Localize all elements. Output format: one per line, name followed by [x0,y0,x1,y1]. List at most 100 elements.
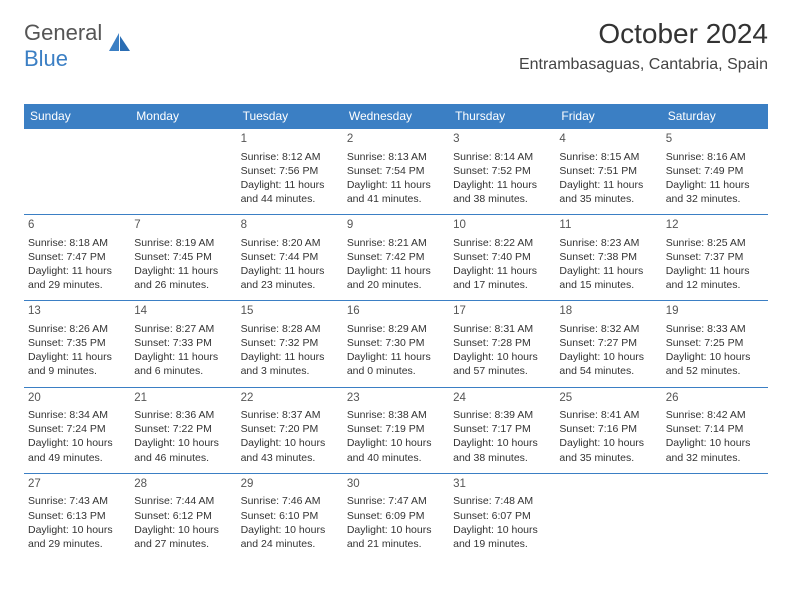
month-title: October 2024 [519,18,768,50]
calendar-day-empty [130,129,236,215]
calendar-day: 7Sunrise: 8:19 AMSunset: 7:45 PMDaylight… [130,215,236,301]
sunrise-line: Sunrise: 8:34 AM [28,408,126,422]
sunset-line: Sunset: 7:30 PM [347,336,445,350]
daylight-line: Daylight: 11 hours and 41 minutes. [347,178,445,206]
sunrise-line: Sunrise: 8:28 AM [241,322,339,336]
sunset-line: Sunset: 7:33 PM [134,336,232,350]
calendar-day: 26Sunrise: 8:42 AMSunset: 7:14 PMDayligh… [662,387,768,473]
calendar-day: 22Sunrise: 8:37 AMSunset: 7:20 PMDayligh… [237,387,343,473]
calendar-week: 1Sunrise: 8:12 AMSunset: 7:56 PMDaylight… [24,129,768,215]
sunset-line: Sunset: 6:12 PM [134,509,232,523]
sunset-line: Sunset: 7:40 PM [453,250,551,264]
day-number: 11 [559,218,657,234]
daylight-line: Daylight: 10 hours and 27 minutes. [134,523,232,551]
daylight-line: Daylight: 11 hours and 23 minutes. [241,264,339,292]
sunset-line: Sunset: 7:52 PM [453,164,551,178]
day-number: 1 [241,132,339,148]
calendar-day: 15Sunrise: 8:28 AMSunset: 7:32 PMDayligh… [237,301,343,387]
sunrise-line: Sunrise: 8:42 AM [666,408,764,422]
calendar-day: 19Sunrise: 8:33 AMSunset: 7:25 PMDayligh… [662,301,768,387]
sunset-line: Sunset: 7:37 PM [666,250,764,264]
day-number: 25 [559,391,657,407]
day-number: 16 [347,304,445,320]
sunrise-line: Sunrise: 8:27 AM [134,322,232,336]
calendar-week: 27Sunrise: 7:43 AMSunset: 6:13 PMDayligh… [24,473,768,559]
sunrise-line: Sunrise: 8:41 AM [559,408,657,422]
daylight-line: Daylight: 10 hours and 46 minutes. [134,436,232,464]
day-number: 28 [134,477,232,493]
logo-text-gray: General [24,20,102,45]
sunset-line: Sunset: 6:07 PM [453,509,551,523]
daylight-line: Daylight: 10 hours and 19 minutes. [453,523,551,551]
day-header: Tuesday [237,104,343,129]
calendar-day: 3Sunrise: 8:14 AMSunset: 7:52 PMDaylight… [449,129,555,215]
day-number: 22 [241,391,339,407]
day-header: Sunday [24,104,130,129]
day-header: Monday [130,104,236,129]
calendar-day: 23Sunrise: 8:38 AMSunset: 7:19 PMDayligh… [343,387,449,473]
daylight-line: Daylight: 11 hours and 44 minutes. [241,178,339,206]
day-number: 24 [453,391,551,407]
sunset-line: Sunset: 7:47 PM [28,250,126,264]
sail-icon [105,29,133,63]
day-number: 20 [28,391,126,407]
sunrise-line: Sunrise: 8:29 AM [347,322,445,336]
daylight-line: Daylight: 11 hours and 17 minutes. [453,264,551,292]
logo-text-blue: Blue [24,46,68,71]
day-number: 26 [666,391,764,407]
sunrise-line: Sunrise: 8:25 AM [666,236,764,250]
calendar-day: 31Sunrise: 7:48 AMSunset: 6:07 PMDayligh… [449,473,555,559]
sunset-line: Sunset: 7:20 PM [241,422,339,436]
daylight-line: Daylight: 10 hours and 49 minutes. [28,436,126,464]
sunset-line: Sunset: 7:28 PM [453,336,551,350]
calendar-day: 28Sunrise: 7:44 AMSunset: 6:12 PMDayligh… [130,473,236,559]
sunset-line: Sunset: 7:16 PM [559,422,657,436]
day-number: 21 [134,391,232,407]
day-number: 30 [347,477,445,493]
calendar-day: 18Sunrise: 8:32 AMSunset: 7:27 PMDayligh… [555,301,661,387]
day-number: 19 [666,304,764,320]
calendar-day: 12Sunrise: 8:25 AMSunset: 7:37 PMDayligh… [662,215,768,301]
sunset-line: Sunset: 7:56 PM [241,164,339,178]
day-number: 15 [241,304,339,320]
day-number: 17 [453,304,551,320]
daylight-line: Daylight: 10 hours and 52 minutes. [666,350,764,378]
sunrise-line: Sunrise: 7:48 AM [453,494,551,508]
sunrise-line: Sunrise: 8:12 AM [241,150,339,164]
day-number: 10 [453,218,551,234]
day-number: 3 [453,132,551,148]
calendar-table: SundayMondayTuesdayWednesdayThursdayFrid… [24,104,768,559]
sunrise-line: Sunrise: 8:18 AM [28,236,126,250]
sunset-line: Sunset: 7:24 PM [28,422,126,436]
daylight-line: Daylight: 11 hours and 3 minutes. [241,350,339,378]
daylight-line: Daylight: 11 hours and 38 minutes. [453,178,551,206]
calendar-day-empty [24,129,130,215]
sunset-line: Sunset: 7:14 PM [666,422,764,436]
day-header: Saturday [662,104,768,129]
sunset-line: Sunset: 7:54 PM [347,164,445,178]
sunset-line: Sunset: 7:19 PM [347,422,445,436]
daylight-line: Daylight: 11 hours and 12 minutes. [666,264,764,292]
calendar-day-empty [555,473,661,559]
calendar-day: 30Sunrise: 7:47 AMSunset: 6:09 PMDayligh… [343,473,449,559]
sunrise-line: Sunrise: 7:47 AM [347,494,445,508]
calendar-week: 20Sunrise: 8:34 AMSunset: 7:24 PMDayligh… [24,387,768,473]
calendar-day: 14Sunrise: 8:27 AMSunset: 7:33 PMDayligh… [130,301,236,387]
daylight-line: Daylight: 10 hours and 24 minutes. [241,523,339,551]
sunrise-line: Sunrise: 8:37 AM [241,408,339,422]
calendar-day: 25Sunrise: 8:41 AMSunset: 7:16 PMDayligh… [555,387,661,473]
sunrise-line: Sunrise: 8:38 AM [347,408,445,422]
daylight-line: Daylight: 10 hours and 35 minutes. [559,436,657,464]
sunrise-line: Sunrise: 8:33 AM [666,322,764,336]
day-number: 18 [559,304,657,320]
calendar-day: 8Sunrise: 8:20 AMSunset: 7:44 PMDaylight… [237,215,343,301]
sunrise-line: Sunrise: 8:39 AM [453,408,551,422]
day-number: 31 [453,477,551,493]
daylight-line: Daylight: 11 hours and 0 minutes. [347,350,445,378]
sunrise-line: Sunrise: 8:36 AM [134,408,232,422]
location: Entrambasaguas, Cantabria, Spain [519,56,768,74]
day-header: Friday [555,104,661,129]
calendar-day: 24Sunrise: 8:39 AMSunset: 7:17 PMDayligh… [449,387,555,473]
header: October 2024 Entrambasaguas, Cantabria, … [519,18,768,74]
calendar-week: 13Sunrise: 8:26 AMSunset: 7:35 PMDayligh… [24,301,768,387]
